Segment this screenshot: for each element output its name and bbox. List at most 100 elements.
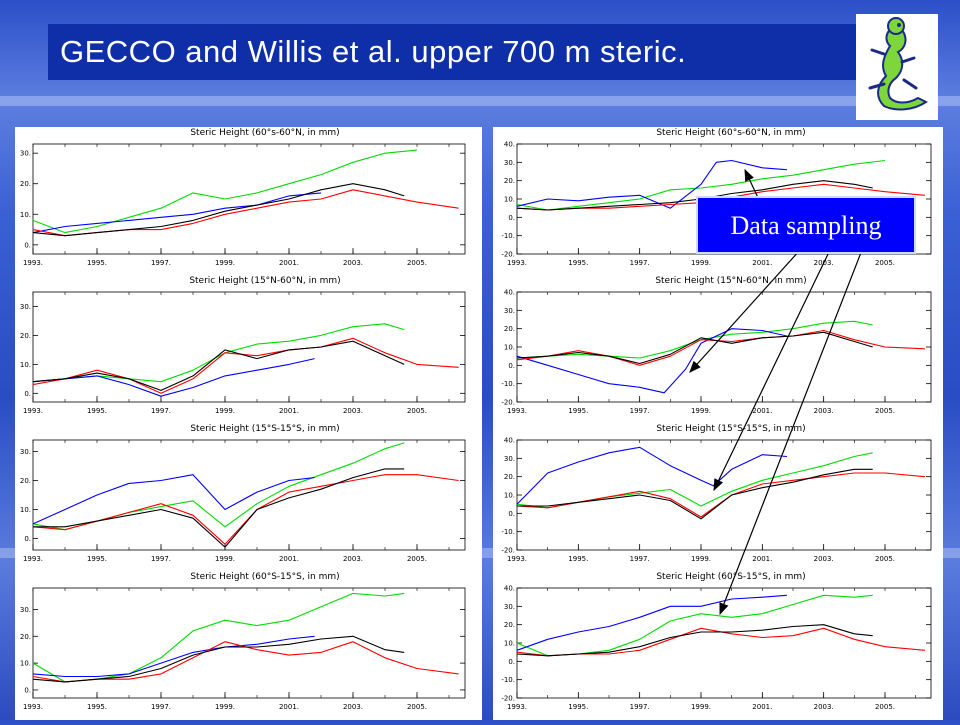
x-tick-label: 2003. (814, 555, 834, 563)
series-line (516, 452, 873, 509)
y-tick-label: 20. (20, 633, 31, 641)
series-line (516, 594, 873, 657)
chart-panel: Steric Height (15°S-15°S, in mm) 1993. 199… (20, 424, 466, 563)
gecko-logo-graphic (868, 17, 928, 111)
x-tick-label: 2005. (407, 407, 427, 415)
y-tick-label: 30. (20, 448, 31, 456)
y-tick-label: 10. (20, 660, 31, 668)
chart-title: Steric Height (60°S-15°S, in mm) (656, 572, 805, 582)
y-tick-label: 0. (24, 686, 31, 694)
y-tick-label: -10. (501, 232, 515, 240)
x-tick-label: 1995. (568, 703, 588, 711)
series-line (32, 340, 405, 391)
x-tick-label: 2005. (875, 703, 895, 711)
plot-frame (32, 143, 466, 255)
x-tick-label: 2001. (279, 407, 299, 415)
series-line (32, 592, 405, 683)
left-chart-canvas: Steric Height (60°s-60°N, in mm) 1993. 199… (20, 128, 466, 711)
y-tick-label: 40. (504, 437, 515, 445)
chart-title: Steric Height (15°N-60°N, in mm) (189, 276, 340, 286)
x-tick-label: 2001. (279, 555, 299, 563)
x-tick-label: 2005. (875, 555, 895, 563)
x-tick-label: 1999. (691, 703, 711, 711)
background-stripe (0, 96, 960, 106)
y-tick-label: -20. (501, 251, 515, 259)
x-tick-label: 2003. (343, 259, 363, 267)
y-tick-label: 0. (24, 241, 31, 249)
y-tick-label: 20. (504, 473, 515, 481)
series-line (516, 594, 787, 651)
series-line (32, 474, 459, 545)
gecko-logo (856, 14, 938, 120)
y-tick-label: -20. (501, 695, 515, 703)
x-tick-label: 1993. (23, 555, 43, 563)
x-tick-label: 2003. (814, 259, 834, 267)
y-tick-label: 20. (20, 477, 31, 485)
chart-panel: Steric Height (15°N-60°N, in mm) 1993. 199… (501, 276, 932, 415)
x-tick-label: 1993. (507, 259, 527, 267)
y-tick-label: 10. (504, 196, 515, 204)
x-tick-label: 2005. (875, 259, 895, 267)
series-line (32, 323, 405, 383)
left-chart-column: Steric Height (60°s-60°N, in mm) 1993. 199… (15, 127, 482, 720)
x-tick-label: 2001. (752, 703, 772, 711)
chart-title: Steric Height (15°S-15°S, in mm) (190, 424, 339, 434)
chart-title: Steric Height (15°S-15°S, in mm) (656, 424, 805, 434)
chart-title: Steric Height (60°s-60°N, in mm) (656, 128, 805, 138)
y-tick-label: -20. (501, 399, 515, 407)
x-tick-label: 1993. (23, 259, 43, 267)
y-tick-label: 0. (508, 362, 515, 370)
y-tick-label: -10. (501, 528, 515, 536)
chart-panel: Steric Height (60°s-60°N, in mm) 1993. 199… (20, 128, 466, 267)
series-line (32, 442, 405, 531)
x-tick-label: 2005. (875, 407, 895, 415)
y-tick-label: 30. (504, 603, 515, 611)
x-tick-label: 1999. (215, 259, 235, 267)
chart-title: Steric Height (60°s-60°N, in mm) (190, 128, 339, 138)
y-tick-label: 0. (24, 535, 31, 543)
y-tick-label: 40. (504, 289, 515, 297)
x-tick-label: 1997. (630, 555, 650, 563)
x-tick-label: 1997. (630, 407, 650, 415)
series-line (32, 183, 405, 237)
y-tick-label: 20. (20, 332, 31, 340)
chart-title: Steric Height (60°S-15°S, in mm) (190, 572, 339, 582)
y-tick-label: 30. (20, 303, 31, 311)
x-tick-label: 2003. (814, 407, 834, 415)
x-tick-label: 2005. (407, 259, 427, 267)
x-tick-label: 1999. (215, 555, 235, 563)
y-tick-label: 10. (20, 361, 31, 369)
series-line (32, 474, 315, 525)
y-tick-label: 30. (20, 150, 31, 158)
x-tick-label: 1993. (507, 407, 527, 415)
slide-title: GECCO and Willis et al. upper 700 m ster… (48, 24, 856, 80)
x-tick-label: 1995. (87, 703, 107, 711)
y-tick-label: 0. (508, 214, 515, 222)
x-tick-label: 1995. (568, 259, 588, 267)
chart-panel: Steric Height (15°S-15°S, in mm) 1993. 199… (501, 424, 932, 563)
chart-panel: Steric Height (60°S-15°S, in mm) 1993. 199… (20, 572, 466, 711)
x-tick-label: 1995. (568, 555, 588, 563)
plot-frame (32, 587, 466, 699)
series-line (32, 337, 459, 394)
series-line (32, 192, 322, 234)
chart-title: Steric Height (15°N-60°N, in mm) (655, 276, 806, 286)
series-line (32, 189, 459, 237)
series-line (32, 149, 418, 234)
y-tick-label: 10. (20, 211, 31, 219)
y-tick-label: 0. (24, 390, 31, 398)
y-tick-label: -10. (501, 380, 515, 388)
y-tick-label: -20. (501, 547, 515, 555)
series-line (516, 624, 873, 657)
series-line (32, 641, 459, 683)
chart-panel: Steric Height (60°S-15°S, in mm) 1993. 199… (501, 572, 932, 711)
y-tick-label: 0. (508, 658, 515, 666)
y-tick-label: 10. (504, 344, 515, 352)
y-tick-label: 30. (504, 455, 515, 463)
x-tick-label: 1999. (691, 555, 711, 563)
x-tick-label: 1993. (507, 555, 527, 563)
x-tick-label: 1995. (87, 555, 107, 563)
x-tick-label: 1993. (507, 703, 527, 711)
y-tick-label: 30. (504, 159, 515, 167)
x-tick-label: 1999. (215, 407, 235, 415)
